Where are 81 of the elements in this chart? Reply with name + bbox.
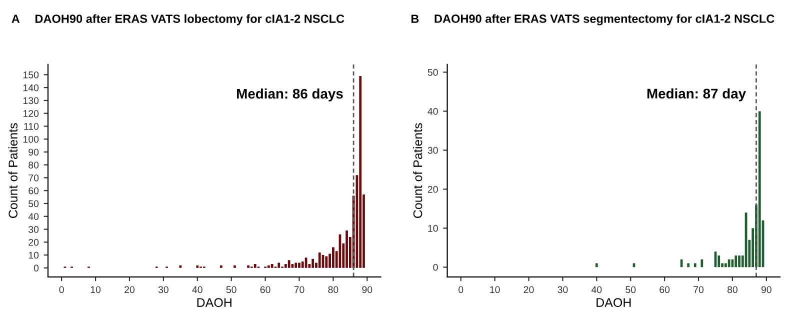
x-tick-label: 10 xyxy=(490,286,500,294)
bar xyxy=(312,258,314,268)
y-tick-label: 30 xyxy=(428,146,438,154)
x-tick-label: 90 xyxy=(362,286,372,294)
x-tick-label: 70 xyxy=(694,286,704,294)
x-tick-label: 80 xyxy=(328,286,338,294)
y-tick-label: 0 xyxy=(433,264,438,271)
x-tick-label: 40 xyxy=(591,286,602,294)
y-tick-label: 10 xyxy=(28,252,39,259)
bar xyxy=(298,262,300,268)
bar xyxy=(301,261,304,268)
chart-title: DAOH90 after ERAS VATS segmentectomy for cIA1-2 NSCLC xyxy=(434,14,774,26)
y-tick-label: 30 xyxy=(28,226,39,233)
bar xyxy=(700,259,704,268)
y-tick-label: 20 xyxy=(28,238,39,246)
bar xyxy=(270,264,274,268)
y-tick-label: 130 xyxy=(23,97,39,104)
bar xyxy=(278,262,280,268)
y-tick-label: 40 xyxy=(428,108,438,115)
bar xyxy=(694,263,696,268)
bar xyxy=(179,265,182,268)
bar xyxy=(724,263,727,268)
bar xyxy=(359,76,362,268)
bar xyxy=(758,111,761,268)
bar xyxy=(325,256,328,268)
y-tick-label: 100 xyxy=(23,136,39,143)
y-tick-label: 150 xyxy=(23,71,39,78)
bar xyxy=(284,264,287,268)
x-tick-label: 90 xyxy=(761,286,772,294)
bar xyxy=(687,263,690,268)
x-tick-label: 50 xyxy=(226,286,236,294)
x-axis-title: DAOH xyxy=(596,298,631,307)
bar xyxy=(318,252,321,268)
bar xyxy=(346,230,348,268)
x-tick-label: 60 xyxy=(260,286,270,294)
bar xyxy=(332,247,334,268)
bar xyxy=(718,255,720,268)
bar xyxy=(595,263,598,268)
x-tick-label: 80 xyxy=(727,286,738,294)
y-axis-title: Count of Patients xyxy=(8,123,18,218)
y-tick-label: 110 xyxy=(24,122,39,130)
bar xyxy=(734,255,738,268)
y-tick-label: 60 xyxy=(28,187,39,194)
x-tick-label: 20 xyxy=(524,286,534,294)
x-tick-label: 10 xyxy=(90,286,101,294)
bar xyxy=(220,265,222,268)
y-axis-title: Count of Patients xyxy=(413,123,422,218)
ref-line-label: Median: 87 day xyxy=(647,88,746,102)
x-tick-label: 30 xyxy=(558,286,568,294)
y-tick-label: 50 xyxy=(28,200,39,208)
ref-line-label: Median: 86 days xyxy=(237,88,343,102)
y-tick-label: 90 xyxy=(28,148,39,156)
y-tick-label: 0 xyxy=(34,264,39,272)
bar xyxy=(728,259,730,268)
bar xyxy=(254,264,256,268)
x-tick-label: 40 xyxy=(192,286,202,294)
y-tick-label: 70 xyxy=(28,174,39,182)
y-tick-label: 20 xyxy=(428,186,438,193)
y-tick-label: 10 xyxy=(428,224,438,232)
bar xyxy=(247,265,250,268)
y-tick-label: 120 xyxy=(23,110,39,117)
y-tick-label: 50 xyxy=(428,68,438,76)
y-tick-label: 40 xyxy=(28,213,39,220)
x-tick-label: 60 xyxy=(660,286,670,294)
bar xyxy=(234,265,236,268)
text: A xyxy=(12,14,20,23)
bar xyxy=(268,265,270,268)
x-tick-label: 50 xyxy=(626,286,636,294)
bar xyxy=(196,265,199,268)
chart-title: DAOH90 after ERAS VATS lobectomy for cIA1-2 NSCLC xyxy=(35,14,344,26)
bar xyxy=(738,255,740,268)
x-tick-label: 30 xyxy=(158,286,168,294)
x-axis-title: DAOH xyxy=(197,298,232,307)
x-tick-label: 20 xyxy=(124,286,135,294)
x-tick-label: 0 xyxy=(59,286,64,294)
bar xyxy=(294,262,298,268)
x-tick-label: 70 xyxy=(294,286,304,294)
x-tick-label: 0 xyxy=(458,286,464,294)
y-tick-label: 80 xyxy=(28,162,39,168)
text: B xyxy=(411,14,419,23)
y-tick-label: 140 xyxy=(23,84,39,92)
